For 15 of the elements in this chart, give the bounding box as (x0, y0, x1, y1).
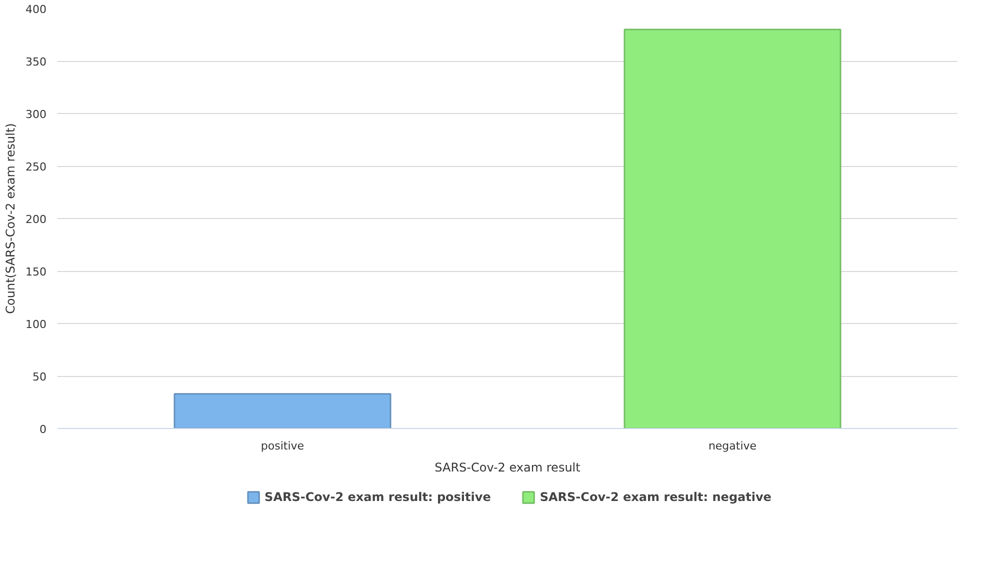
y-tick-label: 0 (40, 423, 46, 436)
x-axis-title: SARS-Cov-2 exam result (434, 460, 581, 474)
y-axis-title: Count(SARS-Cov-2 exam result) (4, 123, 18, 314)
y-tick-label: 150 (26, 266, 47, 278)
y-tick-label: 350 (26, 56, 47, 68)
x-tick-label: positive (260, 440, 304, 452)
y-tick-label: 50 (32, 370, 47, 384)
y-tick-label: 200 (26, 213, 47, 226)
y-tick-label: 100 (26, 318, 47, 331)
y-tick-label: 250 (26, 160, 47, 174)
legend-label: SARS-Cov-2 exam result: positive (264, 490, 491, 504)
y-tick-label: 400 (26, 3, 47, 16)
x-tick-label: negative (708, 440, 757, 452)
legend-label: SARS-Cov-2 exam result: negative (540, 490, 772, 504)
y-tick-label: 300 (26, 108, 47, 121)
